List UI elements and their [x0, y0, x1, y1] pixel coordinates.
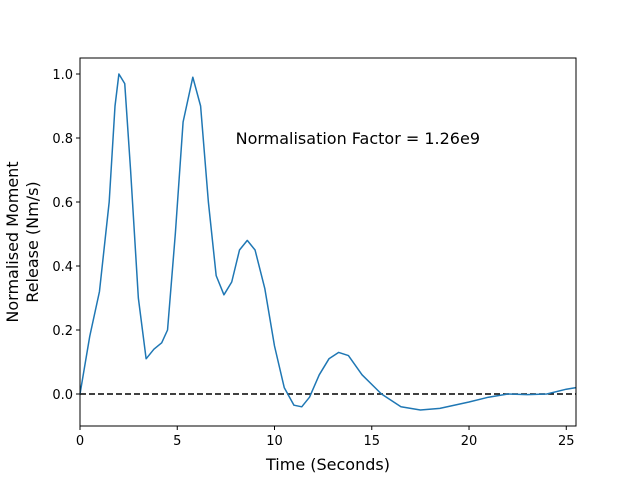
y-tick-label: 0.2: [52, 324, 73, 339]
x-tick-label: 15: [363, 434, 380, 449]
y-tick-label: 0.4: [52, 260, 73, 275]
y-tick-label: 1.0: [52, 68, 73, 83]
y-tick-label: 0.6: [52, 196, 73, 211]
x-tick-label: 20: [461, 434, 478, 449]
y-axis-label: Release (Nm/s): [23, 181, 42, 302]
y-axis-label: Normalised Moment: [3, 161, 22, 322]
plot-frame: [79, 57, 577, 427]
y-tick-label: 0.8: [52, 132, 73, 147]
x-axis-label: Time (Seconds): [265, 455, 390, 474]
x-tick-label: 25: [558, 434, 575, 449]
x-tick-label: 0: [76, 434, 84, 449]
x-tick-label: 10: [266, 434, 283, 449]
data-line: [79, 73, 577, 411]
annotation: Normalisation Factor = 1.26e9: [236, 129, 480, 148]
x-tick-label: 5: [173, 434, 181, 449]
y-tick-label: 0.0: [52, 388, 73, 403]
